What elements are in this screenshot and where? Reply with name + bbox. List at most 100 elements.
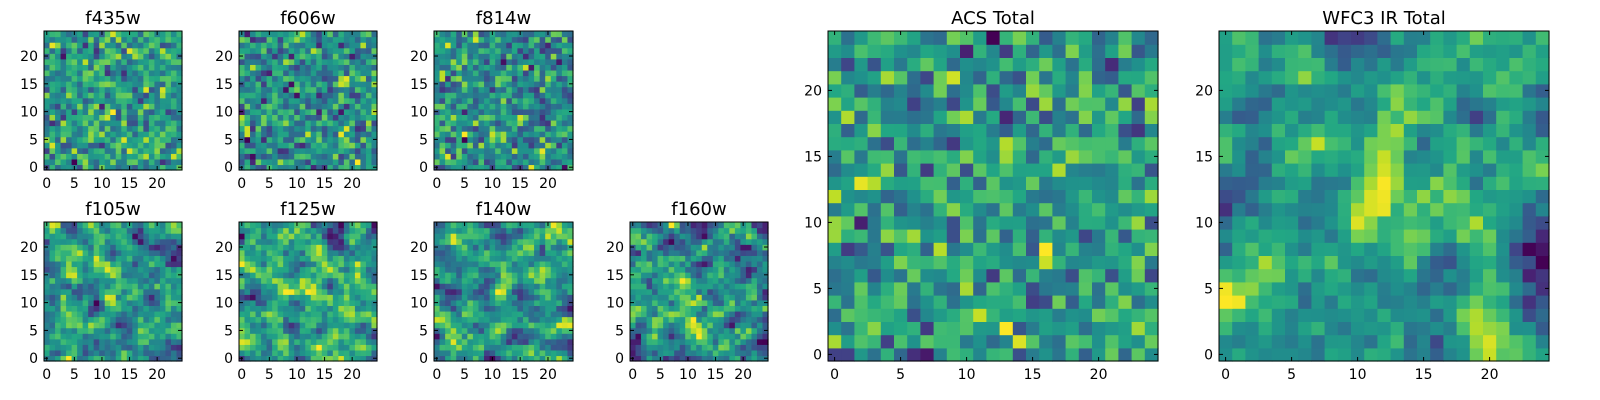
heatmap-cell (294, 153, 301, 160)
heatmap-cell (66, 53, 73, 60)
heatmap-cell (646, 272, 653, 279)
heatmap-cell (77, 36, 84, 43)
heatmap-cell (371, 119, 378, 127)
heatmap-cell (528, 69, 535, 77)
heatmap-cell (176, 305, 183, 312)
heatmap-cell (646, 238, 653, 245)
heatmap-cell (250, 305, 257, 312)
heatmap-cell (321, 103, 328, 110)
heatmap-cell (1131, 255, 1146, 270)
heatmap-cell (545, 153, 552, 160)
heatmap-cell (266, 227, 273, 234)
heatmap-cell (170, 222, 178, 229)
heatmap-cell (165, 136, 172, 143)
heatmap-cell (170, 260, 178, 268)
heatmap-cell (321, 227, 328, 234)
heatmap-cell (159, 322, 167, 329)
heatmap-cell (723, 349, 730, 357)
heatmap-cell (528, 53, 535, 60)
heatmap-cell (933, 308, 948, 322)
heatmap-cell (165, 249, 172, 256)
heatmap-cell (550, 42, 557, 49)
x-tick-label: 10 (483, 176, 501, 192)
heatmap-cell (556, 81, 563, 88)
heatmap-cell (55, 299, 62, 306)
heatmap-cell (66, 355, 73, 362)
heatmap-cell (729, 249, 736, 256)
heatmap-cell (60, 64, 67, 71)
heatmap-cell (154, 142, 161, 149)
heatmap-cell (467, 272, 474, 279)
heatmap-cell (321, 238, 328, 245)
heatmap-cell (165, 131, 172, 138)
heatmap-cell (986, 334, 1001, 349)
heatmap-cell (751, 244, 758, 251)
heatmap-cell (71, 255, 78, 262)
heatmap-cell (360, 255, 367, 262)
heatmap-cell (511, 125, 518, 132)
heatmap-cell (371, 233, 378, 240)
heatmap-cell (137, 31, 144, 38)
heatmap-cell (461, 142, 468, 149)
heatmap-cell (143, 53, 150, 60)
heatmap-cell (445, 81, 452, 88)
heatmap-cell (1026, 347, 1040, 362)
heatmap-cell (110, 158, 117, 166)
heatmap-cell (550, 108, 557, 115)
heatmap-cell (439, 81, 446, 88)
heatmap-cell (121, 125, 128, 132)
heatmap-cell (740, 305, 747, 312)
heatmap-cell (327, 119, 334, 127)
heatmap-cell (115, 103, 122, 110)
heatmap-cell (461, 58, 468, 65)
heatmap-cell (305, 227, 312, 234)
heatmap-cell (484, 260, 491, 268)
heatmap-cell (539, 277, 546, 284)
heatmap-cell (933, 281, 948, 296)
heatmap-cell (679, 227, 686, 234)
heatmap-cell (1026, 229, 1040, 243)
heatmap-cell (1052, 334, 1067, 349)
heatmap-cell (461, 233, 468, 240)
heatmap-cell (137, 131, 144, 138)
heatmap-cell (288, 53, 295, 60)
heatmap-cell (170, 64, 178, 71)
heatmap-cell (88, 81, 95, 88)
heatmap-cell (338, 310, 345, 318)
heatmap-cell (511, 299, 518, 306)
heatmap-cell (712, 294, 719, 301)
heatmap-cell (55, 108, 62, 115)
heatmap-cell (907, 176, 921, 190)
heatmap-cell (154, 227, 161, 234)
axes-frame (238, 30, 378, 171)
heatmap-cell (946, 281, 961, 296)
heatmap-cell (277, 294, 284, 301)
heatmap-cell (143, 153, 150, 160)
heatmap-cell (343, 222, 350, 229)
heatmap-cell (461, 103, 468, 110)
heatmap-cell (365, 64, 373, 71)
heatmap-cell (261, 249, 268, 256)
heatmap-cell (679, 305, 686, 312)
heatmap-cell (371, 288, 378, 295)
heatmap-cell (104, 355, 111, 362)
x-tick-label: 15 (316, 176, 334, 192)
heatmap-cell (66, 97, 73, 104)
heatmap-cell (115, 69, 122, 77)
heatmap-cell (316, 283, 323, 290)
heatmap-cell (500, 153, 507, 160)
heatmap-cell (110, 299, 117, 306)
heatmap-cell (44, 142, 51, 149)
heatmap-cell (495, 277, 502, 284)
heatmap-cell (121, 108, 128, 115)
heatmap-cell (250, 283, 257, 290)
heatmap-cell (99, 136, 106, 143)
heatmap-cell (316, 142, 323, 149)
heatmap-cell (652, 277, 659, 284)
heatmap-cell (663, 272, 670, 279)
heatmap-cell (1118, 347, 1133, 362)
heatmap-cell (880, 321, 895, 336)
heatmap-cell (522, 249, 530, 256)
y-tick-label: 0 (419, 160, 428, 176)
heatmap-cell (484, 227, 491, 234)
